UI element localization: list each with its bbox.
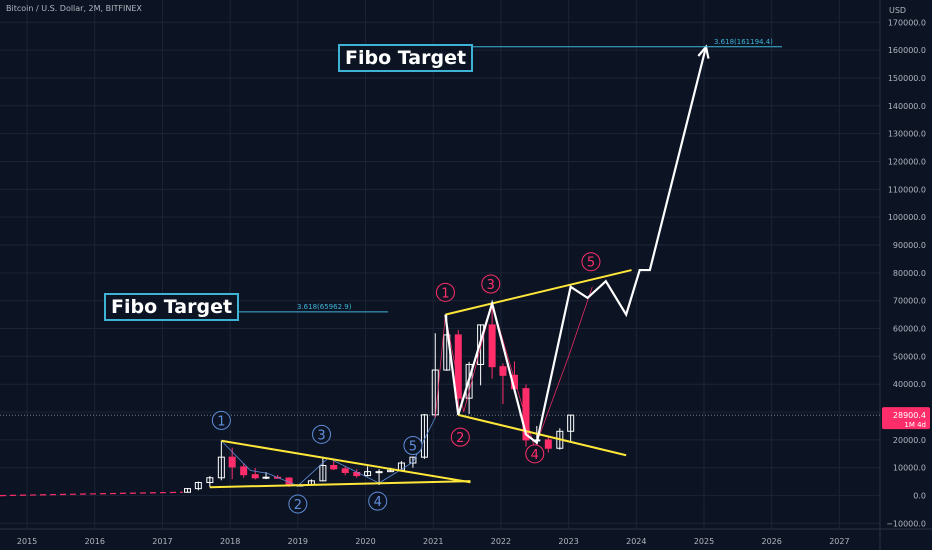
candle — [522, 388, 530, 441]
projection-path — [444, 46, 708, 445]
candle — [251, 474, 259, 479]
candle — [420, 414, 428, 458]
wave-label-circle — [403, 435, 423, 455]
wave-label-circle — [368, 491, 388, 511]
x-tick-label: 2019 — [288, 537, 308, 546]
fibo-target-label-upper: Fibo Target — [338, 44, 474, 72]
x-tick-label: 2021 — [423, 537, 443, 546]
candle — [409, 456, 417, 464]
x-tick-label: 2018 — [220, 537, 240, 546]
y-tick-label: 160000.0 — [888, 46, 926, 55]
y-tick-label: 60000.0 — [893, 325, 926, 334]
x-tick-label: 2020 — [355, 537, 375, 546]
x-tick-label: 2017 — [152, 537, 172, 546]
wave-label-circle — [481, 274, 501, 294]
y-tick-label: 50000.0 — [893, 352, 926, 361]
wave-label-small: 2 — [294, 498, 302, 513]
y-tick-label: 110000.0 — [888, 185, 926, 194]
candle — [194, 482, 202, 490]
wave-label-small: 4 — [374, 495, 382, 510]
y-tick-label: 120000.0 — [888, 157, 926, 166]
y-tick-label: 170000.0 — [888, 18, 926, 27]
wave-label-circle — [435, 282, 455, 302]
wave-label-big: 4 — [531, 448, 539, 463]
candle — [217, 456, 225, 479]
x-tick-label: 2024 — [626, 537, 646, 546]
y-tick-label: 0.0 — [913, 492, 926, 501]
candle — [330, 465, 338, 470]
wave-label-big: 2 — [456, 431, 464, 446]
wave-label-small: 5 — [409, 439, 417, 454]
y-tick-label: −10000.0 — [886, 519, 926, 528]
candle — [454, 334, 462, 399]
y-tick-label: 20000.0 — [893, 436, 926, 445]
wave-label-circle — [288, 494, 308, 514]
candle — [262, 476, 270, 479]
trendline — [458, 413, 627, 457]
y-tick-label: 40000.0 — [893, 380, 926, 389]
price-tag-timer: 1M 4d — [904, 421, 926, 429]
price-tag — [882, 407, 930, 430]
candle — [488, 324, 496, 368]
wave-label-small: 1 — [217, 414, 225, 429]
y-tick-label: 140000.0 — [888, 102, 926, 111]
wave-label-small: 3 — [317, 428, 325, 443]
candle — [567, 414, 575, 432]
wave-label-big: 5 — [587, 256, 595, 271]
candle — [240, 466, 248, 476]
y-tick-label: 70000.0 — [893, 297, 926, 306]
wave-label-circle — [450, 427, 470, 447]
candle — [364, 471, 372, 477]
candle — [228, 456, 236, 468]
x-tick-label: 2016 — [85, 537, 105, 546]
trendline — [221, 439, 471, 484]
candle — [477, 324, 485, 365]
candle — [341, 468, 349, 473]
candle — [184, 488, 192, 493]
y-tick-label: 150000.0 — [888, 74, 926, 83]
candle — [499, 366, 507, 376]
wave-label-circle — [312, 424, 332, 444]
candle — [206, 477, 214, 484]
fibo-level-lower: 3.618(65962.9) — [297, 303, 352, 311]
x-tick-label: 2026 — [762, 537, 782, 546]
pre-history-line — [0, 491, 183, 497]
x-tick-label: 2023 — [558, 537, 578, 546]
wave-label-big: 1 — [441, 286, 449, 301]
fine-wave-path — [221, 417, 436, 487]
wave-label-big: 3 — [487, 278, 495, 293]
x-tick-label: 2025 — [694, 537, 714, 546]
candle — [375, 471, 383, 474]
x-tick-label: 2022 — [491, 537, 511, 546]
candle — [387, 469, 395, 473]
fibo-target-label-lower: Fibo Target — [104, 293, 240, 321]
price-tag-value: 28900.4 — [893, 411, 926, 420]
y-tick-label: 100000.0 — [888, 213, 926, 222]
fibo-level-upper: 3.618(161194.4) — [714, 38, 773, 46]
trendline — [209, 480, 471, 489]
wave-label-circle — [525, 444, 545, 464]
y-tick-label: 130000.0 — [888, 130, 926, 139]
y-tick-label: 10000.0 — [893, 464, 926, 473]
trendline — [445, 269, 632, 316]
y-tick-label: 80000.0 — [893, 269, 926, 278]
chart-title: Bitcoin / U.S. Dollar, 2M, BITFINEX — [6, 4, 142, 13]
currency-label: USD — [889, 6, 907, 15]
candle — [544, 439, 552, 449]
x-tick-label: 2015 — [17, 537, 37, 546]
x-tick-label: 2027 — [829, 537, 849, 546]
y-tick-label: 90000.0 — [893, 241, 926, 250]
wave-label-circle — [211, 410, 231, 430]
candle — [319, 465, 327, 482]
wave-label-circle — [581, 252, 601, 272]
